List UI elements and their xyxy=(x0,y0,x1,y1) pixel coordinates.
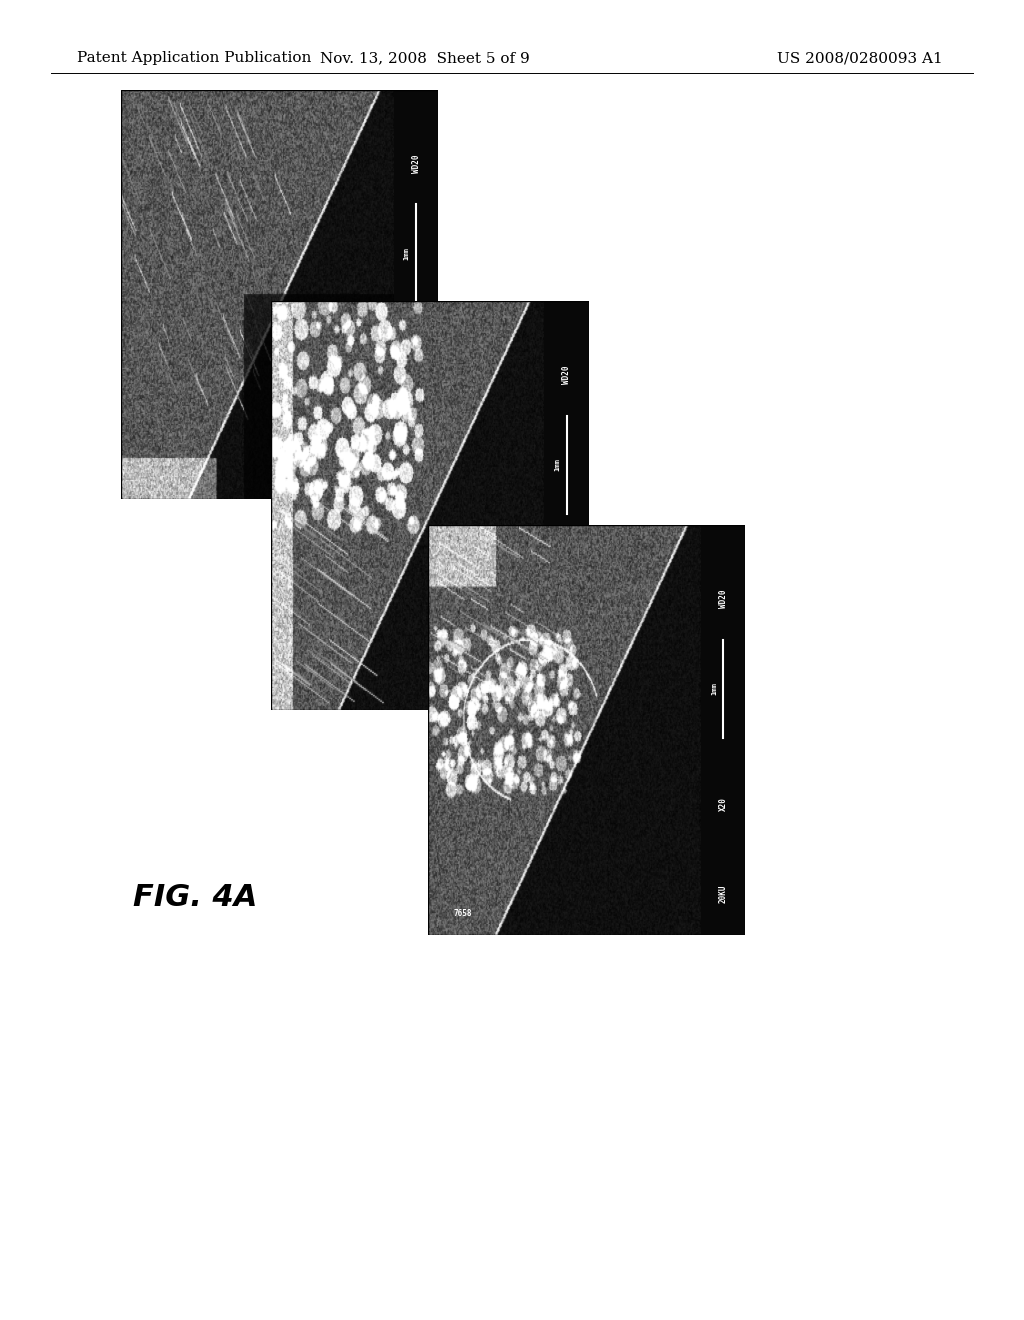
Text: WD20: WD20 xyxy=(719,590,728,609)
Text: X20: X20 xyxy=(562,573,571,586)
Text: 7658: 7658 xyxy=(454,909,472,919)
Bar xyxy=(394,90,438,499)
Text: FIG. 4A: FIG. 4A xyxy=(133,883,257,912)
Text: WD20: WD20 xyxy=(562,366,571,384)
Text: Nov. 13, 2008  Sheet 5 of 9: Nov. 13, 2008 Sheet 5 of 9 xyxy=(321,51,529,65)
Text: Patent Application Publication: Patent Application Publication xyxy=(77,51,311,65)
Bar xyxy=(545,301,589,710)
Text: 20KU: 20KU xyxy=(719,884,728,903)
Text: X20: X20 xyxy=(719,797,728,810)
Text: 1mm: 1mm xyxy=(711,682,717,696)
Text: WD20: WD20 xyxy=(412,154,421,173)
Text: US 2008/0280093 A1: US 2008/0280093 A1 xyxy=(777,51,943,65)
Text: 1mm: 1mm xyxy=(403,247,410,260)
Text: X20: X20 xyxy=(412,362,421,375)
Text: 1mm: 1mm xyxy=(554,458,560,471)
Bar xyxy=(701,525,745,935)
